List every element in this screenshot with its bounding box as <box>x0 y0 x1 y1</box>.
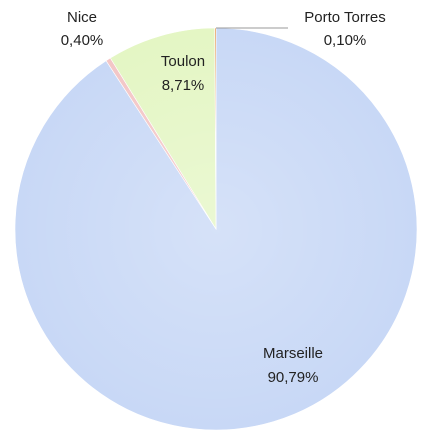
value-label: 90,79% <box>268 369 319 386</box>
value-label: 0,40% <box>61 32 104 49</box>
category-label: Marseille <box>263 345 323 362</box>
value-label: 0,10% <box>324 32 367 49</box>
value-label: 8,71% <box>162 77 205 94</box>
category-label: Nice <box>67 9 97 26</box>
category-label: Porto Torres <box>304 9 385 26</box>
pie <box>14 27 418 431</box>
category-label: Toulon <box>161 53 205 70</box>
